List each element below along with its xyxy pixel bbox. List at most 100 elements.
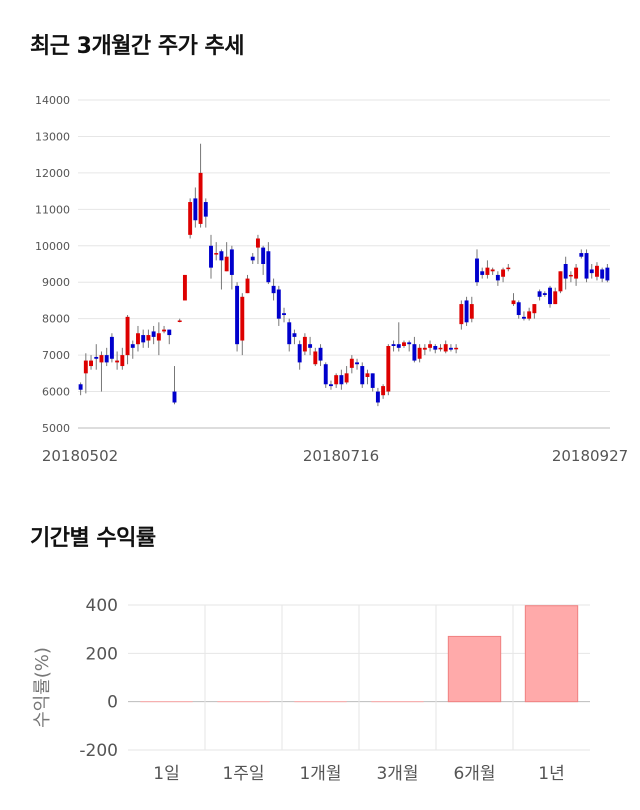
candle-body — [537, 291, 542, 297]
candle-body — [600, 269, 605, 279]
candle-body — [297, 344, 302, 363]
y-tick-label: 9000 — [42, 276, 70, 289]
candle-body — [448, 347, 453, 350]
y-tick-label: 400 — [86, 596, 118, 616]
y-tick-label: 200 — [86, 644, 118, 664]
candle-body — [412, 344, 417, 361]
candle-body — [381, 386, 386, 396]
candle-body — [454, 347, 459, 350]
candle-body — [198, 172, 203, 224]
y-tick-label: 8000 — [42, 313, 70, 326]
x-tick-label: 6개월 — [453, 764, 495, 784]
candle-body — [433, 346, 438, 350]
candle-body — [360, 366, 365, 385]
candle-body — [365, 373, 370, 377]
candle-body — [386, 346, 391, 392]
candle-body — [475, 258, 479, 283]
candle-body — [318, 347, 323, 361]
y-tick-label: -200 — [79, 741, 118, 761]
candle-body — [229, 249, 234, 275]
x-tick-label: 1개월 — [299, 764, 341, 784]
y-tick-label: 7000 — [42, 349, 70, 362]
candle-body — [589, 269, 594, 274]
candle-body — [407, 342, 412, 345]
x-tick-label: 1주일 — [222, 764, 264, 784]
candle-body — [209, 245, 213, 268]
candle-body — [548, 287, 552, 305]
candle-body — [292, 333, 297, 337]
candle-body — [490, 269, 495, 272]
candle-body — [375, 391, 380, 403]
returns-title: 기간별 수익률 — [30, 526, 156, 551]
candle-body — [370, 373, 375, 388]
candle-body — [104, 355, 109, 363]
candle-body — [495, 274, 500, 281]
y-tick-label: 14000 — [35, 94, 70, 107]
candle-body — [99, 355, 104, 363]
candle-body — [563, 264, 568, 279]
candle-body — [235, 285, 240, 345]
candle-body — [329, 384, 333, 387]
price-trend-title: 최근 3개월간 주가 추세 — [30, 34, 244, 59]
candle-body — [313, 351, 318, 365]
candle-body — [349, 358, 354, 368]
candle-body — [396, 344, 401, 348]
x-tick-label: 1일 — [153, 764, 179, 784]
candle-body — [120, 355, 125, 367]
candle-body — [501, 269, 506, 277]
candle-body — [302, 336, 307, 352]
candle-body — [125, 316, 130, 356]
y-tick-label: 12000 — [35, 167, 70, 180]
candle-body — [605, 267, 610, 281]
candle-body — [151, 331, 156, 337]
candle-body — [203, 202, 208, 217]
y-tick-label: 5000 — [42, 422, 70, 435]
candle-body — [323, 364, 328, 385]
candle-body — [334, 375, 339, 385]
candle-body — [344, 373, 349, 383]
candle-body — [579, 253, 584, 257]
candle-body — [266, 251, 271, 283]
candle-body — [464, 300, 469, 323]
candle-body — [584, 253, 589, 279]
y-tick-label: 10000 — [35, 240, 70, 253]
candle-body — [245, 278, 250, 294]
candle-body — [595, 265, 599, 277]
y-tick-label: 11000 — [35, 203, 70, 216]
candle-body — [250, 256, 255, 261]
candle-body — [172, 391, 177, 403]
candle-body — [422, 347, 427, 350]
return-bar — [447, 635, 502, 703]
candle-body — [391, 344, 396, 346]
candle-body — [511, 300, 516, 305]
candle-body — [568, 274, 573, 277]
candle-body — [480, 271, 485, 275]
candle-body — [109, 336, 114, 359]
candle-body — [287, 322, 292, 345]
candle-body — [261, 247, 266, 264]
x-tick-label: 3개월 — [376, 764, 418, 784]
candle-body — [516, 302, 521, 316]
x-tick-label: 20180716 — [303, 447, 379, 465]
candle-body — [532, 304, 537, 314]
candle-body — [182, 274, 187, 301]
x-tick-label: 20180927 — [552, 447, 628, 465]
y-axis-label: 수익률(%) — [32, 647, 53, 728]
candle-body — [282, 313, 286, 316]
candle-body — [271, 285, 276, 294]
candle-body — [438, 347, 443, 350]
candle-body — [146, 335, 151, 341]
candle-body — [94, 356, 99, 359]
candle-body — [115, 360, 120, 363]
candle-body — [156, 333, 161, 341]
candle-body — [553, 291, 558, 305]
candle-body — [193, 198, 198, 221]
candle-body — [402, 342, 406, 346]
candle-body — [308, 344, 313, 348]
candle-body — [469, 304, 474, 319]
return-bar — [524, 605, 579, 703]
candle-body — [527, 311, 532, 319]
candle-body — [542, 293, 547, 295]
candle-body — [89, 360, 93, 367]
candle-body — [459, 304, 464, 325]
